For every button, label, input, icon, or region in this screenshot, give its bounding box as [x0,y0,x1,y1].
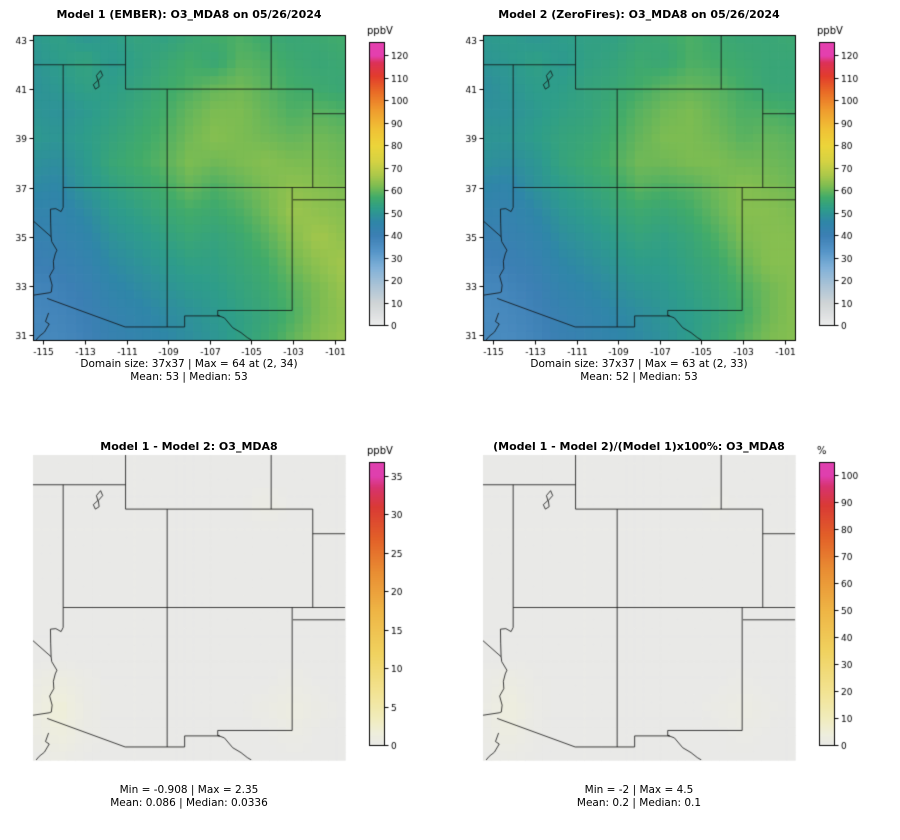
panel-difference-stats: Min = -0.908 | Max = 2.35 Mean: 0.086 | … [13,784,365,809]
panel-difference-title: Model 1 - Model 2: O3_MDA8 [100,440,278,453]
panel-model1: Model 1 (EMBER): O3_MDA8 on 05/26/2024 D… [0,0,450,420]
panel-difference: Model 1 - Model 2: O3_MDA8 Min = -0.908 … [0,420,450,840]
panel-percent-difference-title: (Model 1 - Model 2)/(Model 1)x100%: O3_M… [493,440,785,453]
panel-model2-stats: Domain size: 37x37 | Max = 63 at (2, 33)… [463,358,815,383]
panel-model1-stats: Domain size: 37x37 | Max = 64 at (2, 34)… [13,358,365,383]
panel-percent-difference-stats-line2: Mean: 0.2 | Median: 0.1 [576,796,702,809]
panel-model2-stats-line2: Mean: 52 | Median: 53 [580,370,698,383]
panel-model2-stats-line1: Domain size: 37x37 | Max = 63 at (2, 33) [530,358,748,370]
panel-model2: Model 2 (ZeroFires): O3_MDA8 on 05/26/20… [450,0,900,420]
panel-model1-title: Model 1 (EMBER): O3_MDA8 on 05/26/2024 [56,8,322,21]
panel-model1-stats-line2: Mean: 53 | Median: 53 [130,370,248,383]
panel-difference-stats-line2: Mean: 0.086 | Median: 0.0336 [110,796,268,809]
panel-difference-stats-line1: Min = -0.908 | Max = 2.35 [119,784,259,796]
panel-percent-difference-stats: Min = -2 | Max = 4.5 Mean: 0.2 | Median:… [463,784,815,809]
percent-difference-map-canvas [450,420,900,840]
panel-percent-difference-stats-line1: Min = -2 | Max = 4.5 [584,784,694,796]
difference-map-canvas [0,420,450,840]
panel-model1-stats-line1: Domain size: 37x37 | Max = 64 at (2, 34) [80,358,298,370]
model1-map-canvas [0,0,450,420]
panel-model2-title: Model 2 (ZeroFires): O3_MDA8 on 05/26/20… [498,8,780,21]
model2-map-canvas [450,0,900,420]
panel-percent-difference: (Model 1 - Model 2)/(Model 1)x100%: O3_M… [450,420,900,840]
